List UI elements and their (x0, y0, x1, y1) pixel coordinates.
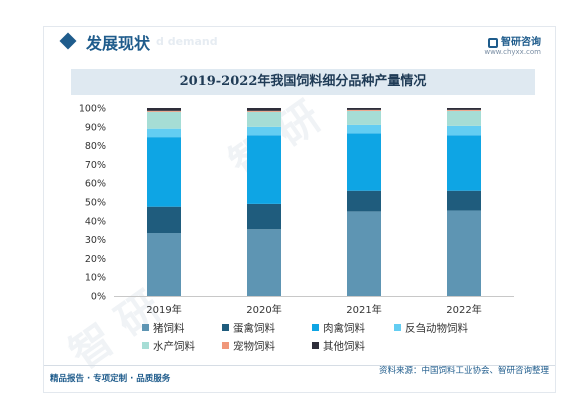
section-header: 发展现状 d demand 智研咨询 www.chyxx.com (44, 27, 555, 57)
y-tick-label: 70% (85, 160, 106, 171)
legend-item: 宠物饲料 (222, 340, 275, 353)
legend-label: 蛋禽饲料 (233, 322, 275, 335)
bar-segment (447, 109, 481, 111)
legend-item: 反刍动物饲料 (394, 322, 468, 335)
x-tick-label: 2021年 (346, 303, 381, 316)
report-card: 智 研 智 研 发展现状 d demand 智研咨询 www.chyxx.com… (44, 27, 555, 392)
x-tick-label: 2022年 (446, 303, 481, 316)
bar-segment (347, 124, 381, 134)
legend-label: 反刍动物饲料 (405, 322, 468, 335)
footer-slogan: 精品报告 · 专项定制 · 品质服务 (50, 374, 171, 384)
bar-segment (447, 210, 481, 296)
y-tick-label: 10% (85, 273, 106, 284)
y-tick-label: 40% (85, 216, 106, 227)
legend-label: 宠物饲料 (233, 340, 275, 353)
legend-swatch (142, 342, 149, 349)
bar-segment (147, 137, 181, 207)
legend-label: 其他饲料 (323, 340, 365, 353)
bar-segment (247, 110, 281, 112)
bar-segment (247, 229, 281, 296)
section-title-en: d demand (156, 35, 218, 48)
bar-segment (447, 108, 481, 110)
bar-segment (447, 190, 481, 211)
legend-swatch (312, 324, 319, 331)
y-tick-label: 60% (85, 179, 106, 190)
legend-label: 猪饲料 (153, 322, 185, 335)
bar-segment (247, 111, 281, 127)
legend-item: 蛋禽饲料 (222, 322, 275, 335)
y-tick-label: 0% (91, 292, 106, 303)
brand-name: 智研咨询 (501, 37, 541, 48)
y-tick-label: 80% (85, 141, 106, 152)
legend-item: 肉禽饲料 (312, 322, 365, 335)
brand-icon (488, 38, 498, 48)
chart-title-band: 2019-2022年我国饲料细分品种产量情况 (71, 69, 535, 95)
bar-segment (247, 203, 281, 230)
bar-segment (147, 206, 181, 234)
y-tick-label: 50% (85, 198, 106, 209)
x-tick-label: 2019年 (146, 303, 181, 316)
bar-segment (447, 135, 481, 191)
bar-segment (147, 108, 181, 111)
legend-label: 肉禽饲料 (323, 322, 365, 335)
y-tick-label: 90% (85, 122, 106, 133)
legend-item: 猪饲料 (142, 322, 185, 335)
stacked-bar-chart: 0% 10% 20% 30% 40% 50% 60% 70% 80% 90% 100% 2019年 2… (79, 104, 514, 353)
bar-segment (147, 233, 181, 296)
bar-segment (347, 110, 381, 125)
legend-swatch (222, 342, 229, 349)
bar-segment (347, 109, 381, 111)
bar-segment (147, 110, 181, 112)
bar-segment (147, 128, 181, 138)
bar-segment (347, 211, 381, 296)
legend-swatch (312, 342, 319, 349)
legend-swatch (142, 324, 149, 331)
bar-segment (247, 108, 281, 111)
legend-swatch (394, 324, 401, 331)
bar-segment (447, 110, 481, 126)
section-title: 发展现状 (86, 34, 151, 53)
bar-segment (347, 108, 381, 110)
legend-item: 其他饲料 (312, 340, 365, 353)
bar-segment (447, 125, 481, 136)
bar-segment (147, 111, 181, 129)
y-tick-label: 30% (85, 235, 106, 246)
chart-title: 2019-2022年我国饲料细分品种产量情况 (179, 74, 427, 89)
bar-segment (247, 135, 281, 204)
brand-url: www.chyxx.com (484, 48, 541, 56)
footer-source: 资料来源：中国饲料工业协会、智研咨询整理 (378, 366, 549, 376)
legend-label: 水产饲料 (153, 340, 195, 353)
brand-logo: 智研咨询 (488, 33, 541, 48)
legend-swatch (222, 324, 229, 331)
y-tick-label: 100% (79, 104, 106, 115)
bar-segment (247, 126, 281, 136)
legend-item: 水产饲料 (142, 340, 195, 353)
x-tick-label: 2020年 (246, 303, 281, 316)
y-tick-label: 20% (85, 254, 106, 265)
footer-divider (44, 365, 555, 366)
bar-segment (347, 190, 381, 212)
bar-segment (347, 133, 381, 191)
